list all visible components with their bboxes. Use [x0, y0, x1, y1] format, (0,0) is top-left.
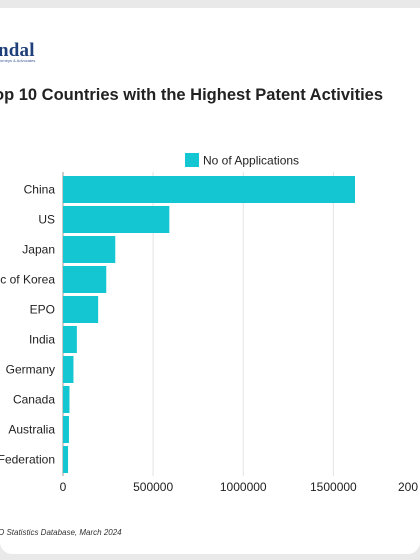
bar-us	[63, 206, 170, 233]
category-labels: China US Japan ic of Korea EPO India Germany Ca…	[0, 183, 55, 467]
category-label: EPO	[30, 303, 55, 317]
category-label: China	[24, 183, 56, 197]
x-tick-label: 1000000	[220, 480, 267, 494]
x-tick-label: 0	[60, 480, 67, 494]
bar-canada	[63, 386, 70, 413]
category-label: Australia	[8, 423, 55, 437]
bars	[63, 176, 355, 473]
category-label: India	[29, 333, 55, 347]
category-label: US	[38, 213, 55, 227]
x-tick-labels: 0 500000 1000000 1500000 200	[60, 480, 419, 494]
x-tick-label: 1500000	[310, 480, 357, 494]
bar-india	[63, 326, 77, 353]
category-label: Federation	[0, 453, 55, 467]
bar-epo	[63, 296, 99, 323]
brand-logo: ndal	[0, 40, 35, 61]
legend-swatch	[185, 153, 199, 167]
legend: No of Applications	[185, 153, 299, 168]
x-tick-label: 200	[398, 480, 418, 494]
legend-label: No of Applications	[203, 154, 299, 168]
source-note: O Statistics Database, March 2024	[0, 528, 122, 537]
bar-federation	[63, 446, 69, 473]
category-label: Germany	[6, 363, 55, 377]
x-tick-label: 500000	[133, 480, 173, 494]
category-label: Canada	[13, 393, 55, 407]
bar-germany	[63, 356, 74, 383]
bar-ic-of-korea	[63, 266, 107, 293]
chart-title: op 10 Countries with the Highest Patent …	[0, 86, 384, 104]
bar-australia	[63, 416, 69, 443]
category-label: Japan	[22, 243, 55, 257]
bar-china	[63, 176, 355, 203]
brand-tagline: orneys & Advocates	[0, 58, 36, 63]
category-label: ic of Korea	[0, 273, 55, 287]
bar-japan	[63, 236, 116, 263]
